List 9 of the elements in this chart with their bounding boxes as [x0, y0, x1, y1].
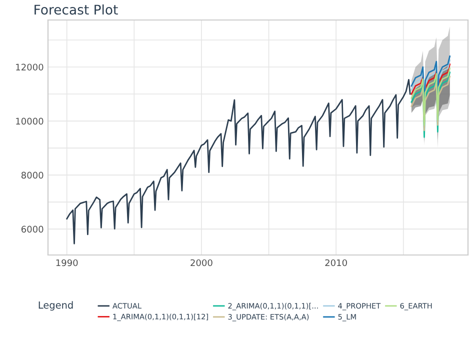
y-tick-label: 10000 — [16, 118, 44, 125]
chart-title: Forecast Plot — [34, 4, 118, 15]
y-tick-label: 6000 — [21, 226, 44, 233]
y-tick-label: 8000 — [21, 172, 44, 179]
x-tick-label: 2000 — [190, 259, 212, 266]
legend-title: Legend — [38, 301, 73, 311]
x-tick-label: 2010 — [325, 259, 347, 266]
x-tick-label: 1990 — [56, 259, 78, 266]
y-tick-label: 12000 — [16, 64, 44, 71]
